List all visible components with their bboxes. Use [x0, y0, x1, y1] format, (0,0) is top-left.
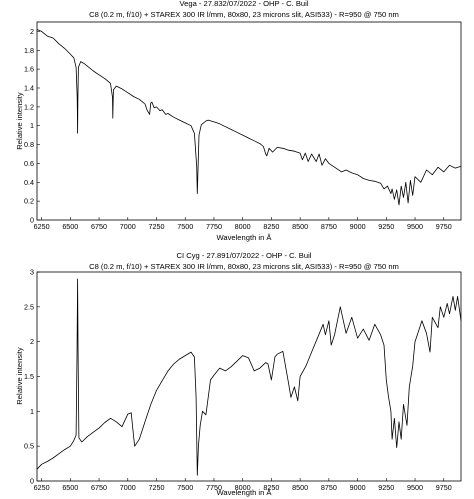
- vega-x-tick-label: 8750: [321, 222, 337, 231]
- vega-x-tick-label: 6750: [91, 222, 107, 231]
- vega-x-tick-label: 7750: [206, 222, 222, 231]
- vega-x-tick-label: 6500: [62, 222, 78, 231]
- vega-y-tick-label: 1.2: [24, 102, 34, 111]
- vega-x-tick-label: 7250: [149, 222, 165, 231]
- ci-cyg-x-axis-label: Wavelength in Å: [216, 488, 272, 497]
- vega-x-axis-label: Wavelength in Å: [216, 233, 272, 242]
- ci-cyg-x-tick-label: 8250: [263, 483, 279, 492]
- ci-cyg-y-tick-label: 2.5: [24, 302, 34, 311]
- vega-x-tick-label: 9750: [436, 222, 452, 231]
- ci-cyg-x-tick-label: 9000: [350, 483, 366, 492]
- ci-cyg-x-tick-label: 6500: [62, 483, 78, 492]
- ci-cyg-x-ticks: 6250 6500 6750 7000 7250 7500 7750 8000 8250 8500…: [34, 478, 452, 492]
- ci-cyg-x-tick-label: 7000: [120, 483, 136, 492]
- ci-cyg-x-tick-label: 6750: [91, 483, 107, 492]
- vega-y-ticks: 0 0.2 0.4 0.6 0.8 1 1.2 1.4 1.6 1.8 2: [24, 27, 40, 225]
- ci-cyg-title: CI Cyg - 27.891/07/2022 - OHP - C. Buil: [177, 251, 312, 260]
- vega-x-tick-label: 6250: [34, 222, 50, 231]
- vega-y-tick-label: 2: [30, 27, 34, 36]
- ci-cyg-y-tick-label: 0: [30, 477, 34, 486]
- vega-y-axis-label: Relative intensity: [15, 92, 24, 150]
- vega-y-tick-label: 0.6: [24, 159, 34, 168]
- ci-cyg-x-tick-label: 9250: [378, 483, 394, 492]
- vega-x-tick-label: 7000: [120, 222, 136, 231]
- vega-x-tick-label: 8000: [235, 222, 251, 231]
- ci-cyg-x-tick-label: 8000: [235, 483, 251, 492]
- vega-y-tick-label: 1.4: [24, 84, 34, 93]
- ci-cyg-x-tick-label: 7500: [177, 483, 193, 492]
- ci-cyg-x-tick-label: 7250: [149, 483, 165, 492]
- vega-x-tick-label: 9000: [350, 222, 366, 231]
- vega-plot-frame: [36, 21, 462, 221]
- ci-cyg-y-tick-label: 1: [30, 407, 34, 416]
- ci-cyg-y-axis-label: Relative intensity: [15, 347, 24, 405]
- ci-cyg-panel: CI Cyg - 27.891/07/2022 - OHP - C. Buil …: [15, 251, 462, 497]
- ci-cyg-subtitle: C8 (0.2 m, f/10) + STAREX 300 IR l/mm, 8…: [89, 262, 399, 271]
- ci-cyg-x-tick-label: 8500: [292, 483, 308, 492]
- vega-x-tick-label: 7500: [177, 222, 193, 231]
- ci-cyg-plot-frame: [36, 271, 462, 482]
- vega-y-tick-label: 0.2: [24, 197, 34, 206]
- vega-x-tick-label: 8250: [263, 222, 279, 231]
- vega-x-ticks: 6250 6500 6750 7000 7250 7500 7750 8000 8250 8500…: [34, 217, 452, 231]
- vega-y-tick-label: 0.4: [24, 178, 34, 187]
- vega-y-tick-label: 1: [30, 121, 34, 130]
- vega-x-tick-label: 9500: [407, 222, 423, 231]
- vega-title: Vega - 27.832/07/2022 - OHP - C. Buil: [179, 0, 308, 8]
- ci-cyg-spectrum-line: [36, 278, 462, 476]
- vega-spectrum-line: [36, 29, 462, 206]
- vega-subtitle: C8 (0.2 m, f/10) + STAREX 300 IR l/mm, 8…: [89, 10, 399, 19]
- ci-cyg-y-tick-label: 0.5: [24, 442, 34, 451]
- vega-y-tick-label: 1.6: [24, 65, 34, 74]
- vega-y-tick-label: 0.8: [24, 140, 34, 149]
- ci-cyg-x-tick-label: 9500: [407, 483, 423, 492]
- vega-y-tick-label: 0: [30, 216, 34, 225]
- ci-cyg-y-tick-label: 1.5: [24, 372, 34, 381]
- vega-x-tick-label: 9250: [378, 222, 394, 231]
- ci-cyg-x-tick-label: 7750: [206, 483, 222, 492]
- ci-cyg-x-tick-label: 9750: [436, 483, 452, 492]
- vega-panel: Vega - 27.832/07/2022 - OHP - C. Buil C8…: [15, 0, 462, 242]
- ci-cyg-y-tick-label: 3: [30, 268, 34, 277]
- vega-y-tick-label: 1.8: [24, 46, 34, 55]
- ci-cyg-x-tick-label: 8750: [321, 483, 337, 492]
- ci-cyg-y-tick-label: 2: [30, 337, 34, 346]
- ci-cyg-x-tick-label: 6250: [34, 483, 50, 492]
- vega-x-tick-label: 8500: [292, 222, 308, 231]
- ci-cyg-y-ticks: 0 0.5 1 1.5 2 2.5 3: [24, 268, 40, 486]
